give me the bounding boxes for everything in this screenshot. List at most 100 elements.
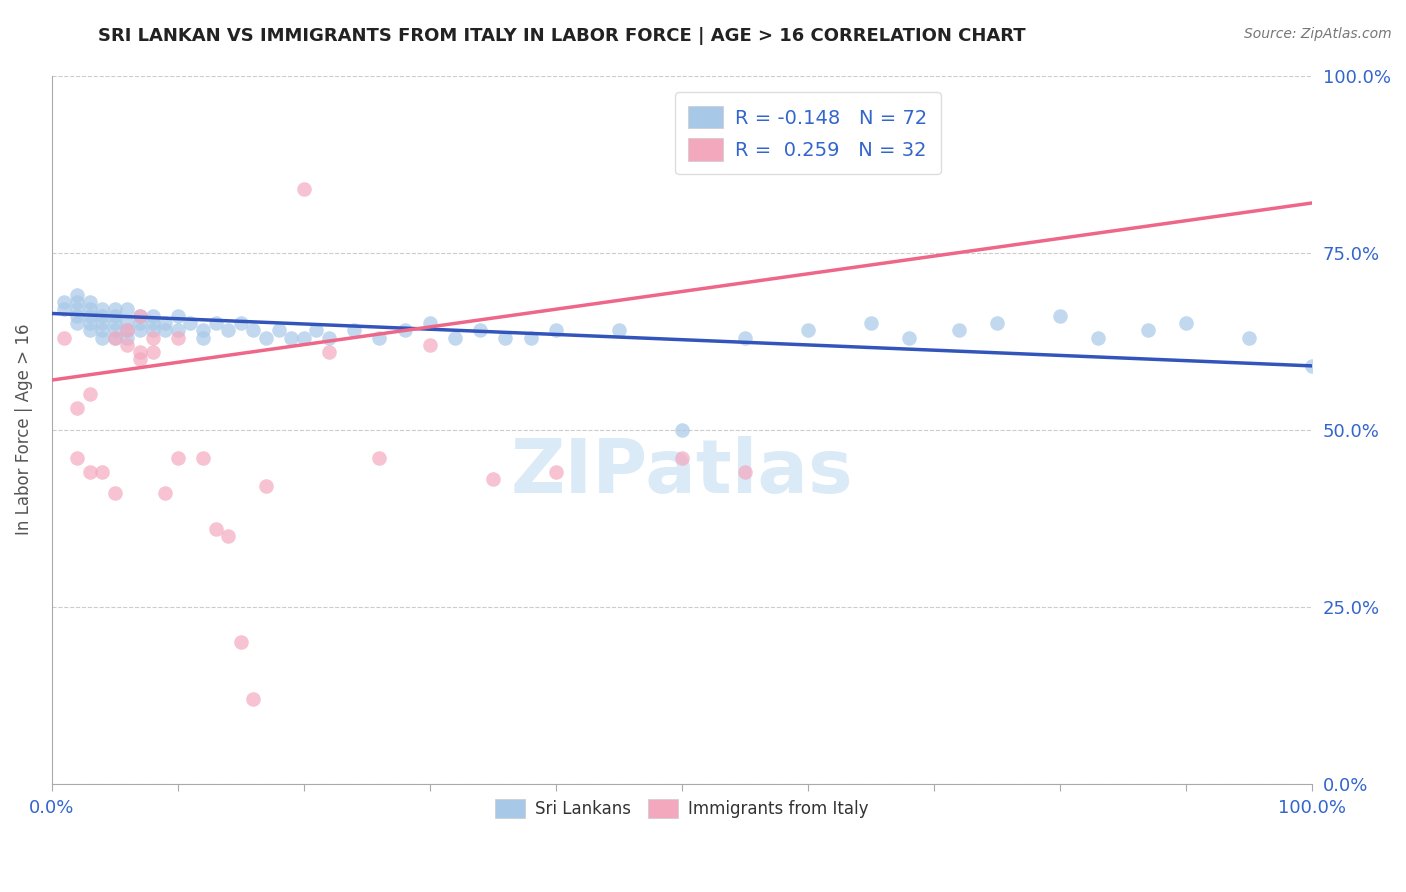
Point: [53, 302, 76, 317]
Point: [117, 330, 139, 344]
Point: [66, 401, 89, 416]
Point: [53, 295, 76, 310]
Point: [142, 330, 165, 344]
Point: [368, 450, 391, 465]
Point: [305, 323, 328, 337]
Point: [368, 330, 391, 344]
Point: [79, 302, 101, 317]
Point: [242, 691, 264, 706]
Point: [66, 450, 89, 465]
Point: [1301, 359, 1323, 373]
Point: [153, 317, 176, 331]
Point: [229, 635, 252, 649]
Point: [204, 317, 226, 331]
Point: [104, 486, 127, 500]
Y-axis label: In Labor Force | Age > 16: In Labor Force | Age > 16: [15, 324, 32, 535]
Point: [419, 317, 441, 331]
Point: [53, 330, 76, 344]
Point: [129, 310, 152, 324]
Point: [494, 330, 516, 344]
Point: [217, 323, 239, 337]
Point: [66, 302, 89, 317]
Point: [859, 317, 882, 331]
Point: [104, 330, 127, 344]
Point: [419, 337, 441, 351]
Point: [671, 450, 693, 465]
Point: [470, 323, 492, 337]
Point: [191, 450, 214, 465]
Point: [292, 182, 315, 196]
Point: [142, 344, 165, 359]
Point: [254, 479, 277, 493]
Point: [544, 323, 567, 337]
Point: [79, 387, 101, 401]
Point: [986, 317, 1008, 331]
Point: [166, 323, 188, 337]
Point: [142, 310, 165, 324]
Point: [104, 310, 127, 324]
Point: [267, 323, 290, 337]
Point: [104, 302, 127, 317]
Point: [142, 323, 165, 337]
Text: Source: ZipAtlas.com: Source: ZipAtlas.com: [1244, 27, 1392, 41]
Point: [734, 465, 756, 479]
Legend: Sri Lankans, Immigrants from Italy: Sri Lankans, Immigrants from Italy: [488, 792, 875, 825]
Point: [444, 330, 467, 344]
Text: ZIPatlas: ZIPatlas: [510, 435, 853, 508]
Point: [66, 295, 89, 310]
Point: [242, 323, 264, 337]
Point: [166, 330, 188, 344]
Point: [79, 310, 101, 324]
Point: [897, 330, 920, 344]
Point: [544, 465, 567, 479]
Point: [217, 529, 239, 543]
Point: [129, 323, 152, 337]
Point: [129, 344, 152, 359]
Point: [394, 323, 416, 337]
Point: [79, 295, 101, 310]
Point: [1049, 310, 1071, 324]
Point: [1087, 330, 1109, 344]
Point: [117, 337, 139, 351]
Point: [104, 330, 127, 344]
Point: [204, 522, 226, 536]
Point: [343, 323, 366, 337]
Point: [1137, 323, 1160, 337]
Point: [66, 317, 89, 331]
Point: [79, 465, 101, 479]
Point: [79, 317, 101, 331]
Point: [91, 310, 114, 324]
Point: [79, 323, 101, 337]
Point: [519, 330, 541, 344]
Point: [117, 323, 139, 337]
Point: [66, 310, 89, 324]
Point: [166, 310, 188, 324]
Point: [153, 486, 176, 500]
Point: [117, 323, 139, 337]
Point: [153, 323, 176, 337]
Point: [179, 317, 201, 331]
Point: [129, 317, 152, 331]
Point: [104, 317, 127, 331]
Point: [1174, 317, 1197, 331]
Point: [607, 323, 630, 337]
Point: [91, 330, 114, 344]
Point: [191, 330, 214, 344]
Point: [191, 323, 214, 337]
Point: [129, 351, 152, 366]
Point: [1237, 330, 1260, 344]
Point: [66, 288, 89, 302]
Point: [481, 472, 503, 486]
Point: [671, 423, 693, 437]
Point: [254, 330, 277, 344]
Text: SRI LANKAN VS IMMIGRANTS FROM ITALY IN LABOR FORCE | AGE > 16 CORRELATION CHART: SRI LANKAN VS IMMIGRANTS FROM ITALY IN L…: [98, 27, 1026, 45]
Point: [292, 330, 315, 344]
Point: [797, 323, 820, 337]
Point: [280, 330, 302, 344]
Point: [104, 323, 127, 337]
Point: [166, 450, 188, 465]
Point: [948, 323, 970, 337]
Point: [318, 344, 340, 359]
Point: [117, 302, 139, 317]
Point: [91, 465, 114, 479]
